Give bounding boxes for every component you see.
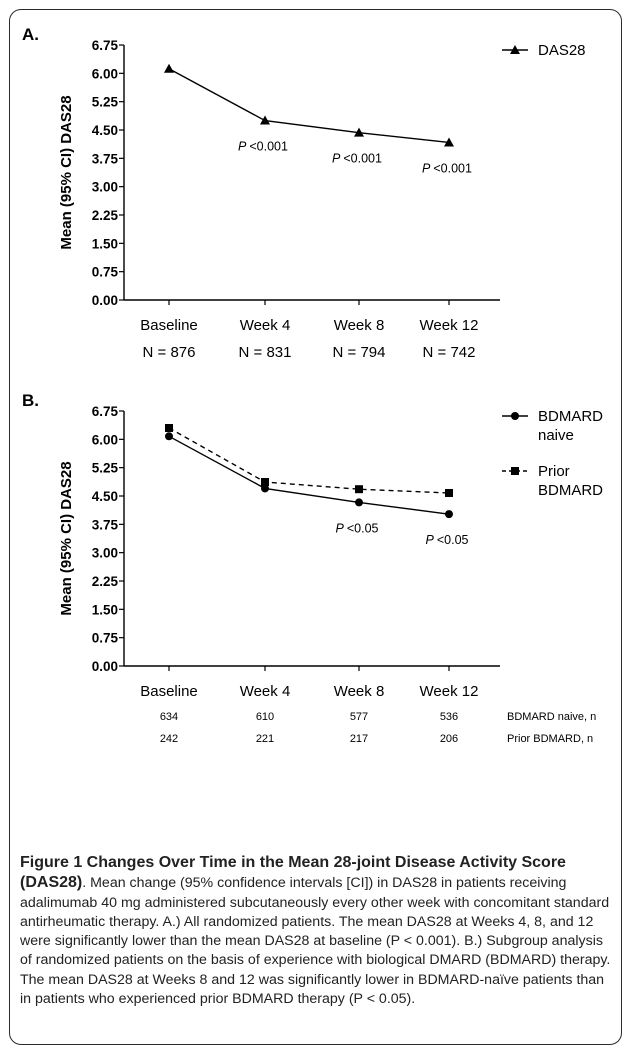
p-value-annotation: P <0.001 (332, 152, 382, 166)
caption-text: . Mean change (95% confidence intervals … (20, 875, 611, 1008)
p-value-annotation: P <0.05 (336, 521, 379, 535)
data-point (260, 115, 270, 125)
x-tick-label: Week 12 (420, 683, 479, 700)
caption-title: Figure 1 Changes Over Time in the Mean 2… (20, 854, 566, 892)
y-tick-label: 2.25 (92, 208, 119, 223)
series-line (168, 68, 450, 144)
data-point (355, 485, 363, 494)
y-tick-label: 6.00 (92, 432, 118, 447)
data-point (164, 63, 174, 73)
data-point (445, 488, 453, 497)
x-tick-label: Week 8 (334, 683, 385, 700)
p-value-annotation: P <0.001 (238, 140, 288, 154)
y-tick-label: 6.00 (92, 66, 118, 81)
legend-label: BDMARD (538, 408, 603, 425)
p-value-annotation: P <0.05 (426, 533, 469, 547)
y-tick-label: 0.00 (92, 293, 118, 308)
data-point (354, 127, 364, 137)
n-table-value: 634 (160, 711, 178, 723)
n-table-value: 577 (350, 711, 368, 723)
figure-caption: Figure 1 Changes Over Time in the Mean 2… (20, 853, 612, 1009)
n-label: N = 742 (423, 344, 476, 361)
n-label: N = 794 (333, 344, 386, 361)
data-point (165, 432, 173, 441)
n-table-value: 221 (256, 733, 274, 745)
n-table-value: 206 (440, 733, 458, 745)
x-tick-label: Baseline (140, 683, 198, 700)
panel-label: B. (22, 391, 39, 410)
n-table-value: 536 (440, 711, 458, 723)
x-tick-label: Week 12 (420, 317, 479, 334)
p-value-annotation: P <0.001 (422, 161, 472, 175)
x-tick-label: Week 4 (240, 317, 291, 334)
legend-marker (510, 45, 520, 54)
data-point (444, 137, 454, 147)
y-tick-label: 1.50 (92, 602, 118, 617)
n-table-value: 217 (350, 733, 368, 745)
y-tick-label: 4.50 (92, 489, 118, 504)
y-tick-label: 3.00 (92, 546, 118, 561)
data-point (261, 484, 269, 493)
y-tick-label: 0.00 (92, 659, 118, 674)
x-tick-label: Week 4 (240, 683, 291, 700)
y-tick-label: 6.75 (92, 404, 119, 419)
figure-frame (9, 9, 622, 1045)
n-table-value: 242 (160, 733, 178, 745)
y-tick-label: 3.75 (92, 151, 119, 166)
y-tick-label: 5.25 (92, 461, 119, 476)
n-table-value: 610 (256, 711, 274, 723)
panel-label: A. (22, 25, 39, 44)
data-point (445, 510, 453, 519)
y-tick-label: 3.00 (92, 180, 118, 195)
y-tick-label: 0.75 (92, 265, 119, 280)
data-point (355, 498, 363, 507)
x-tick-label: Week 8 (334, 317, 385, 334)
y-tick-label: 6.75 (92, 38, 119, 53)
y-tick-label: 3.75 (92, 517, 119, 532)
series-line (168, 427, 450, 494)
n-table-label: BDMARD naive, n (507, 711, 596, 723)
figure-charts: A. Mean (95% CI) DAS28 0.00 0.75 1.50 2.25 3.0… (22, 25, 603, 745)
x-tick-label: Baseline (140, 317, 198, 334)
data-point (261, 478, 269, 487)
legend-label: naive (538, 427, 574, 444)
y-tick-label: 5.25 (92, 95, 119, 110)
y-axis-label: Mean (95% CI) DAS28 (58, 95, 75, 249)
legend-marker (511, 467, 519, 475)
legend-label: DAS28 (538, 42, 586, 59)
n-label: N = 831 (239, 344, 292, 361)
y-tick-label: 4.50 (92, 123, 118, 138)
legend-label: Prior (538, 463, 570, 480)
series-line (168, 435, 450, 515)
legend-label: BDMARD (538, 482, 603, 499)
n-label: N = 876 (143, 344, 196, 361)
n-table-label: Prior BDMARD, n (507, 733, 593, 745)
y-tick-label: 2.25 (92, 574, 119, 589)
legend-marker (511, 412, 519, 420)
data-point (165, 424, 173, 432)
y-tick-label: 1.50 (92, 236, 118, 251)
y-axis-label: Mean (95% CI) DAS28 (58, 461, 75, 615)
y-tick-label: 0.75 (92, 631, 119, 646)
